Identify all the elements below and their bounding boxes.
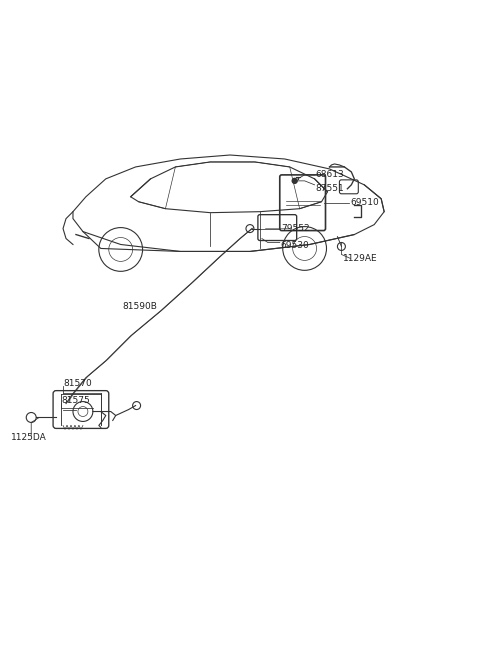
Text: 1125DA: 1125DA	[12, 433, 47, 442]
Circle shape	[292, 178, 297, 183]
Text: 87551: 87551	[315, 184, 344, 194]
Circle shape	[337, 243, 346, 251]
Circle shape	[26, 413, 36, 422]
Circle shape	[132, 401, 141, 409]
Text: 79552: 79552	[281, 224, 310, 233]
Circle shape	[246, 224, 254, 233]
Text: 68613: 68613	[315, 171, 344, 179]
Text: 81590B: 81590B	[123, 302, 157, 311]
Text: 1129AE: 1129AE	[343, 254, 378, 263]
Text: 69510: 69510	[350, 198, 379, 207]
Text: 81570: 81570	[63, 379, 92, 388]
Text: 69530: 69530	[281, 241, 310, 250]
Text: 81575: 81575	[61, 396, 90, 405]
